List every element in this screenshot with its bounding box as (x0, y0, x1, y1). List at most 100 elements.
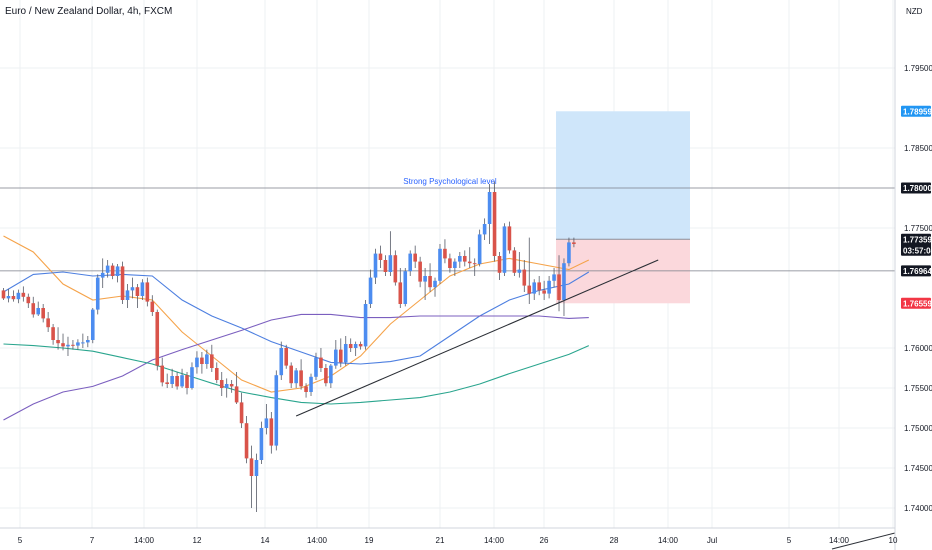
candle-up (343, 344, 348, 363)
candle-down (383, 260, 388, 272)
candle-up (115, 266, 120, 276)
candle-down (348, 344, 353, 348)
candle-up (195, 357, 199, 368)
moving-average-line (3, 343, 590, 405)
candle-up (16, 292, 21, 300)
price-tick-label: 1.77500 (904, 224, 932, 233)
countdown-label: 03:57:04 (903, 246, 932, 255)
candle-up (487, 192, 492, 224)
candle-down (145, 282, 150, 302)
candle-up (363, 304, 368, 347)
candle-down (1, 290, 6, 299)
horizontal-lines[interactable]: Strong Psychological level (0, 177, 895, 272)
candle-down (542, 290, 546, 294)
candle-down (299, 370, 303, 387)
price-scale[interactable]: NZD 1.79500 1.78500 1.77500 1.76000 1.75500 1.… (894, 0, 932, 550)
candle-up (458, 256, 462, 262)
trendline-segment-2 (831, 532, 896, 550)
candle-up (100, 272, 105, 278)
candle-up (552, 274, 556, 281)
price-tag-box (901, 105, 931, 117)
candle-up (86, 340, 90, 343)
candle-down (155, 312, 160, 366)
candle-down (200, 357, 204, 364)
candle-up (453, 261, 457, 268)
candle-down (527, 285, 532, 294)
candle-down (175, 376, 179, 387)
candle-up (388, 255, 393, 272)
price-tick-label: 1.74500 (904, 464, 932, 473)
symbol-title: Euro / New Zealand Dollar, 4h, FXCM (5, 6, 173, 17)
candle-up (433, 280, 437, 288)
candle-up (140, 282, 145, 296)
moving-average-line (3, 313, 589, 421)
candle-down (557, 274, 561, 300)
candle-up (562, 263, 566, 300)
price-tag-box (901, 265, 931, 277)
candle-down (160, 365, 165, 383)
candle-up (438, 248, 442, 281)
candle-down (51, 327, 55, 340)
candle-down (507, 226, 512, 251)
candle-up (76, 342, 80, 346)
price-tick-label: 1.79500 (904, 64, 932, 73)
currency-label: NZD (906, 7, 923, 16)
price-tick-label: 1.78500 (904, 144, 932, 153)
trendline[interactable] (295, 259, 896, 550)
candle-up (423, 276, 427, 282)
price-tag-label: 1.78959 (903, 107, 932, 116)
price-tags: 1.78959 1.78000 1.77359 03:57:04 1.76964 1.76… (901, 105, 932, 309)
time-tick-label: 14:00 (658, 536, 679, 545)
candle-down (31, 303, 36, 315)
candle-up (547, 280, 551, 294)
candle-up (66, 344, 70, 347)
candle-down (398, 282, 403, 304)
time-tick-label: 7 (90, 536, 95, 545)
candle-up (254, 460, 259, 476)
candle-up (6, 296, 11, 299)
time-axis[interactable]: 5 7 14:00 12 14 14:00 19 21 14:00 26 28 14:00 Jul 5 14… (0, 527, 898, 545)
candle-down (393, 255, 398, 283)
candle-up (314, 357, 318, 377)
candle-down (11, 296, 16, 300)
price-tick-label: 1.75000 (904, 424, 932, 433)
time-tick-label: 12 (193, 536, 202, 545)
candle-down (289, 365, 293, 384)
candle-down (492, 192, 497, 256)
candle-up (403, 271, 408, 304)
candle-down (214, 368, 219, 380)
candle-up (408, 253, 413, 272)
candle-up (180, 375, 184, 387)
candle-down (319, 357, 323, 368)
candle-down (537, 282, 541, 291)
candle-down (448, 258, 452, 268)
time-tick-label: 14:00 (134, 536, 155, 545)
price-tag-box (901, 297, 931, 309)
candle-up (130, 287, 135, 291)
candle-down (512, 250, 517, 273)
candle-up (334, 349, 338, 366)
price-tick-label: 1.74000 (904, 504, 932, 513)
grid-lines (0, 0, 895, 528)
candle-up (224, 384, 229, 388)
trendline-segment (295, 259, 659, 417)
candle-up (274, 375, 279, 446)
candle-down (284, 348, 289, 366)
time-tick-label: 14:00 (484, 536, 505, 545)
candle-down (229, 384, 234, 387)
position-tool[interactable] (556, 111, 690, 304)
candle-down (413, 253, 417, 262)
candle-up (353, 344, 358, 348)
candle-down (467, 261, 472, 264)
candle-down (219, 380, 224, 388)
price-tick-label: 1.75500 (904, 384, 932, 393)
candle-up (170, 376, 174, 384)
time-tick-label: 28 (610, 536, 619, 545)
candle-up (309, 376, 313, 392)
candle-down (358, 344, 363, 347)
candle-down (239, 402, 244, 424)
candle-up (532, 282, 537, 294)
candle-up (477, 234, 482, 264)
candle-up (368, 277, 373, 304)
